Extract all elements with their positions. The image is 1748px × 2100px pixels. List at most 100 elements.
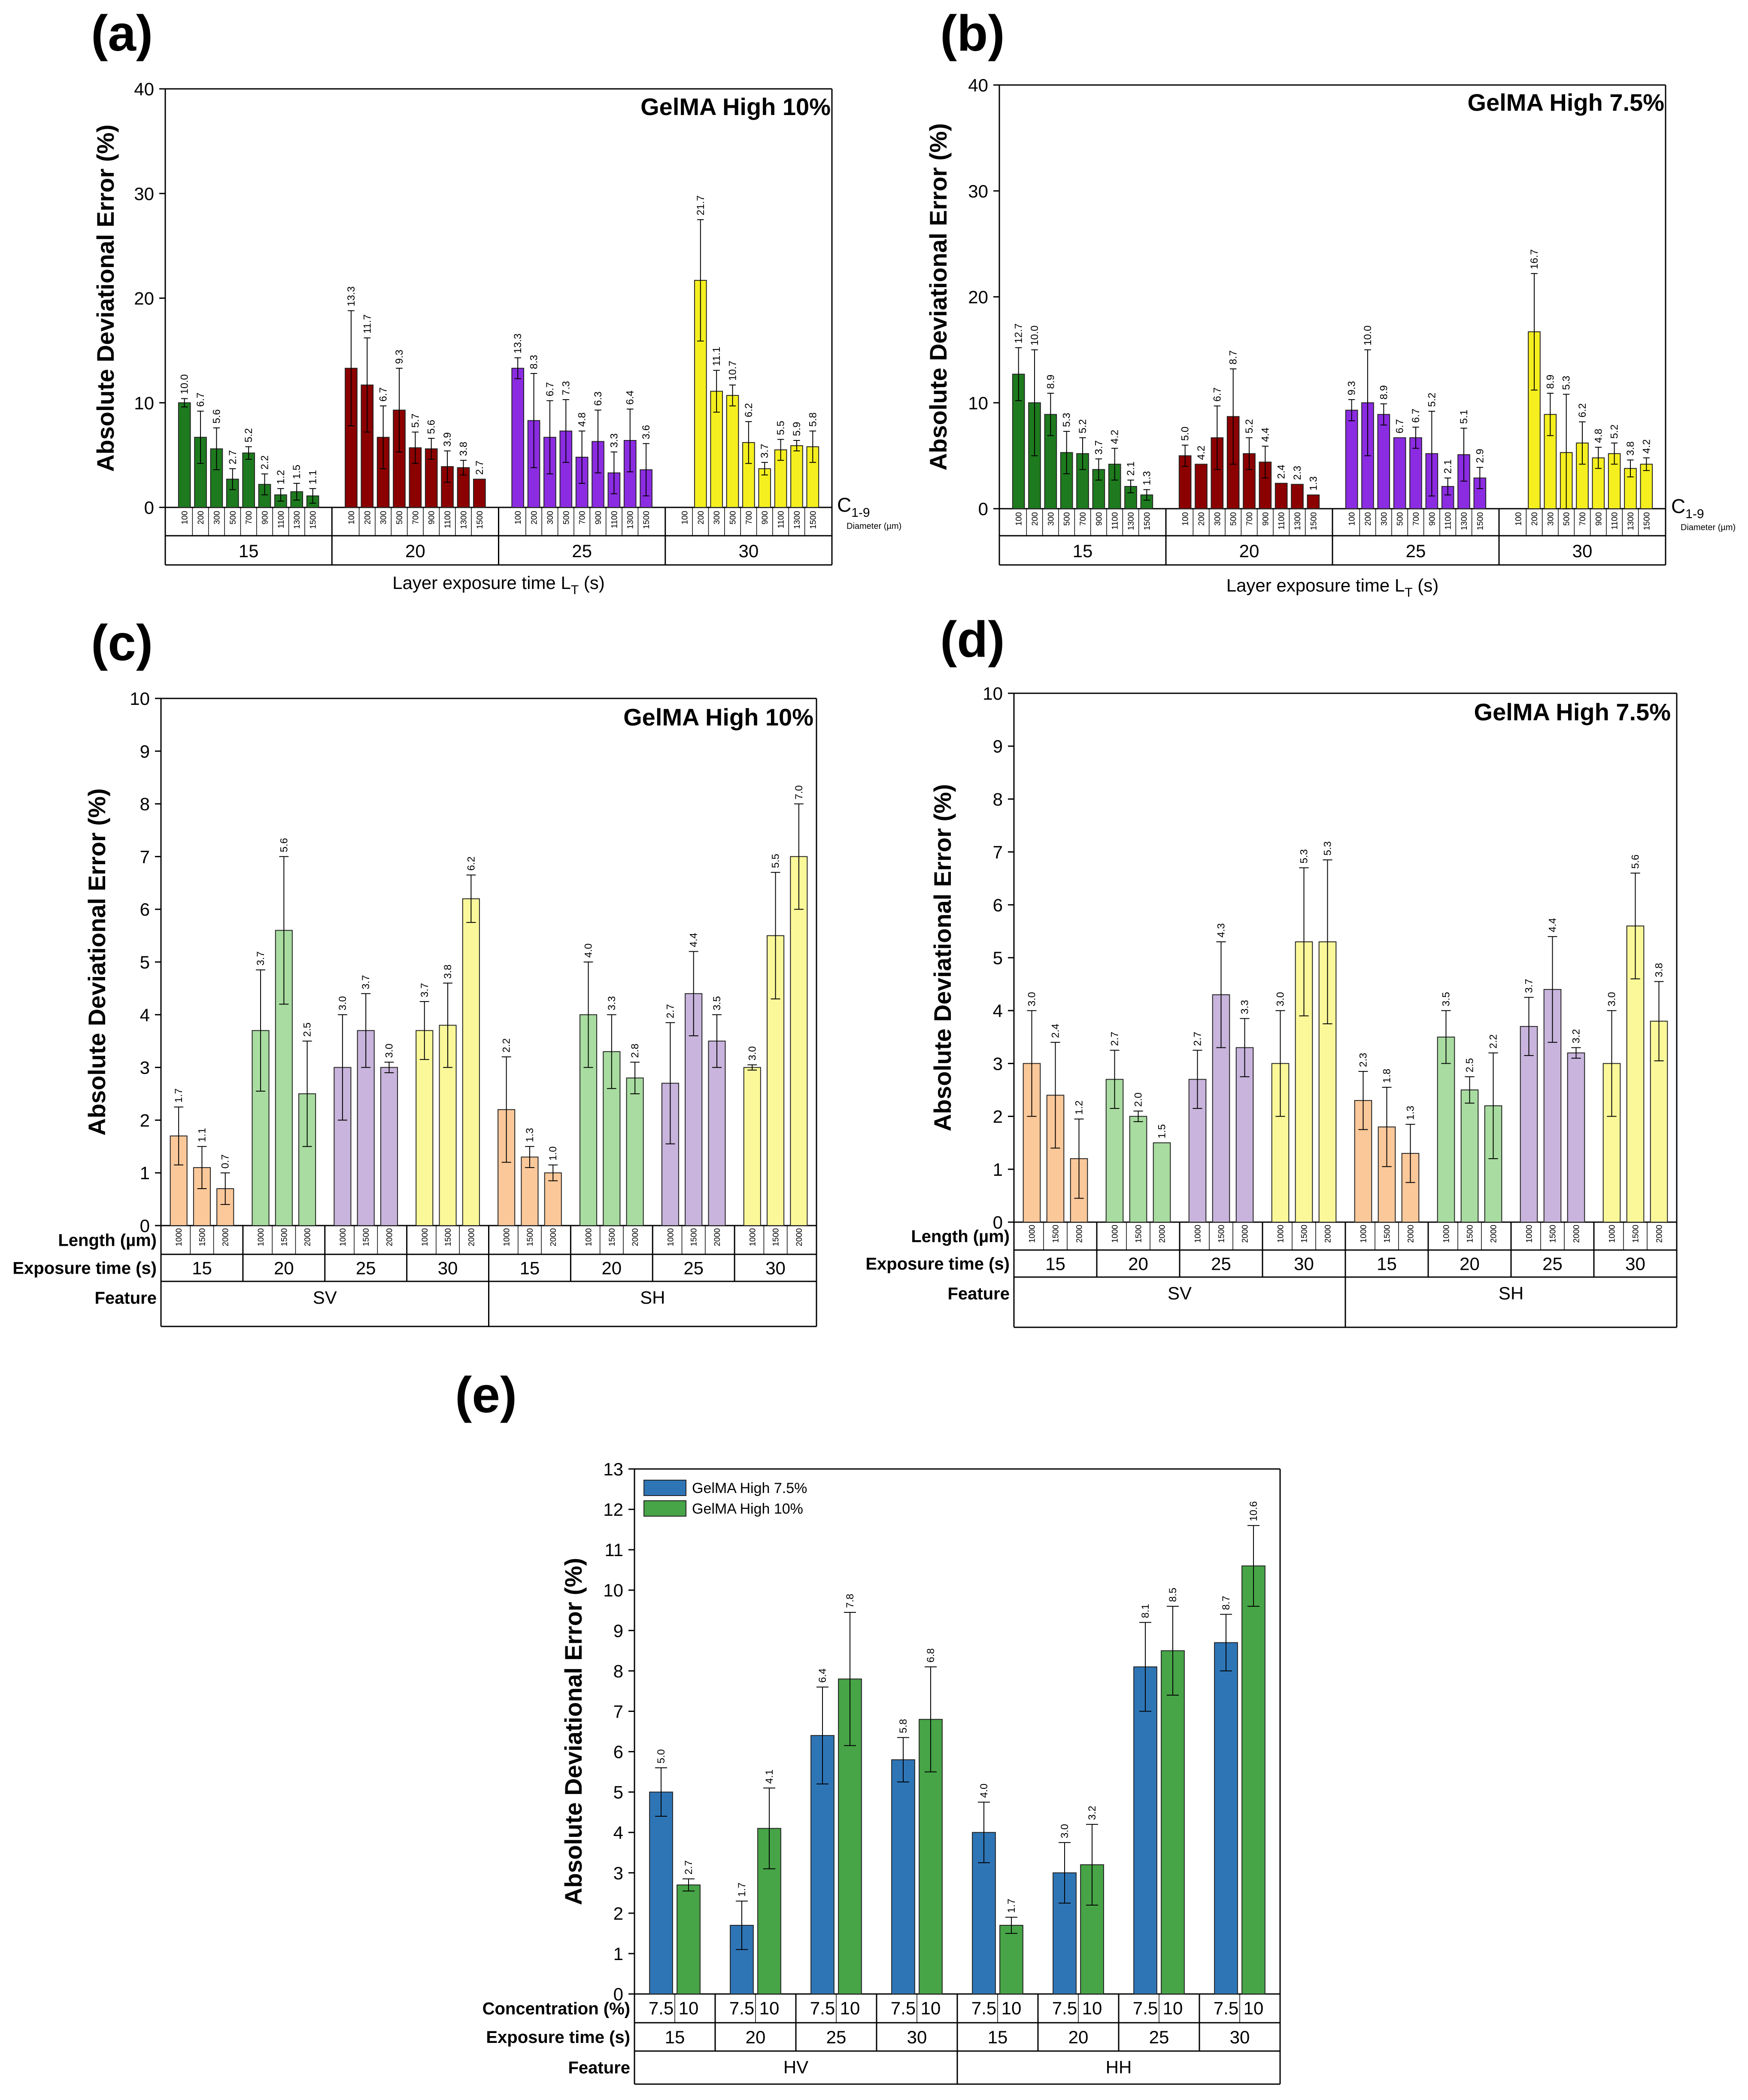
bar	[626, 1077, 644, 1226]
bar	[1520, 1026, 1538, 1223]
data-label: 5.2	[1077, 419, 1089, 433]
data-label: 3.7	[1093, 440, 1105, 455]
data-label: 2.4	[1276, 464, 1287, 479]
data-label: 21.7	[695, 195, 707, 215]
data-label: 1.2	[1074, 1100, 1085, 1114]
bar	[544, 1172, 562, 1226]
category-label: 300	[546, 511, 555, 525]
group-label: 30	[765, 1258, 786, 1278]
bar	[1393, 437, 1406, 509]
data-label: 1.3	[1141, 471, 1153, 485]
data-label: 6.7	[378, 387, 389, 401]
y-axis-title: Absolute Deviational Error (%)	[929, 784, 956, 1131]
data-label: 3.5	[1441, 992, 1452, 1006]
y-tick-label: 1	[140, 1163, 150, 1183]
category-label: 7.5	[810, 1998, 835, 2018]
category-label: 1300	[1293, 512, 1302, 530]
category-label: 700	[1079, 512, 1088, 526]
bar	[1437, 1036, 1455, 1223]
category-label: 1100	[1111, 512, 1120, 530]
y-tick-label: 12	[603, 1499, 623, 1520]
category-label: 1300	[459, 511, 468, 529]
y-tick-label: 6	[993, 895, 1003, 915]
end-note-sub: 1-9	[851, 506, 870, 520]
category-label: 700	[1578, 512, 1587, 526]
y-tick-label: 7	[613, 1701, 623, 1721]
category-label: 1500	[690, 1228, 699, 1246]
data-label: 5.0	[1180, 427, 1191, 441]
x-axis-title-sub: T	[571, 583, 579, 597]
bar	[1275, 483, 1288, 510]
bar	[708, 1041, 726, 1226]
category-label: 7.5	[729, 1998, 754, 2018]
group-label: 20	[274, 1258, 294, 1278]
data-label: 2.8	[629, 1044, 641, 1058]
data-label: 4.2	[1641, 439, 1652, 453]
bar	[1195, 464, 1208, 509]
y-axis-title: Absolute Deviational Error (%)	[83, 788, 110, 1135]
y-tick-label: 0	[993, 1212, 1003, 1232]
row-label: Feature	[568, 2058, 631, 2077]
y-tick-label: 40	[968, 75, 988, 95]
bar	[439, 1025, 457, 1226]
chart-title: GelMA High 10%	[623, 704, 813, 731]
feature-label: SV	[313, 1287, 337, 1308]
data-label: 5.8	[807, 413, 819, 427]
data-label: 2.7	[665, 1004, 676, 1018]
panel-label: (d)	[940, 611, 1005, 668]
data-label: 2.4	[1050, 1024, 1062, 1038]
row-label: Exposure time (s)	[12, 1259, 157, 1278]
category-label: 10	[759, 1998, 780, 2018]
data-label: 8.5	[1167, 1587, 1179, 1602]
category-label: 1000	[1360, 1225, 1369, 1243]
end-note-main: C	[837, 494, 851, 516]
category-label: 500	[562, 511, 571, 525]
data-label: 5.3	[1299, 849, 1310, 863]
category-label: 200	[1031, 512, 1040, 526]
category-label: 300	[1047, 512, 1056, 526]
category-label: 1300	[626, 511, 635, 529]
y-tick-label: 3	[993, 1053, 1003, 1074]
chart-b: (b) 0 10 20 30 40 Absolute Deviational Error (…	[925, 5, 1736, 600]
group-label: 25	[683, 1258, 704, 1278]
category-label: 10	[840, 1998, 860, 2018]
data-label: 3.8	[1625, 441, 1636, 455]
y-tick-label: 30	[134, 184, 154, 204]
category-label: 7.5	[1133, 1998, 1158, 2018]
data-label: 3.0	[383, 1044, 395, 1058]
data-label: 3.2	[1086, 1806, 1098, 1820]
end-note-small: Diameter (µm)	[1681, 523, 1736, 532]
category-label: 700	[1412, 512, 1421, 526]
panel-label: (c)	[91, 615, 153, 671]
bar	[1345, 410, 1358, 510]
group-label: 30	[907, 2027, 927, 2047]
data-label: 1.1	[196, 1128, 208, 1142]
category-label: 2000	[1655, 1225, 1664, 1243]
data-label: 5.3	[1061, 413, 1073, 427]
chart-c: (c) 0 1 2 3 4 5 6 7 8 9 10 Absolute Deviational Erro…	[12, 615, 817, 1327]
group-label: 25	[1211, 1254, 1231, 1274]
category-label: 1300	[1627, 512, 1636, 530]
group-label: 15	[1073, 541, 1093, 561]
data-label: 2.2	[1488, 1034, 1499, 1048]
category-label: 1000	[666, 1228, 675, 1246]
category-label: 10	[1244, 1998, 1264, 2018]
bar	[1214, 1642, 1238, 1994]
category-label: 1500	[309, 511, 318, 529]
chart-title: GelMA High 10%	[640, 93, 831, 120]
category-label: 100	[1181, 512, 1190, 526]
data-label: 5.3	[1561, 376, 1572, 390]
bar	[891, 1759, 915, 1995]
category-label: 100	[1514, 512, 1523, 526]
y-tick-label: 5	[993, 948, 1003, 968]
data-label: 8.9	[1545, 375, 1556, 389]
bar	[1044, 414, 1057, 510]
data-label: 2.9	[1474, 449, 1486, 463]
data-label: 5.6	[1630, 855, 1642, 869]
data-label: 5.0	[656, 1749, 667, 1763]
data-label: 2.7	[227, 450, 239, 464]
group-label: 25	[1542, 1254, 1563, 1274]
group-label: 30	[1294, 1254, 1314, 1274]
bar	[1307, 494, 1320, 509]
data-label: 2.7	[474, 461, 486, 475]
